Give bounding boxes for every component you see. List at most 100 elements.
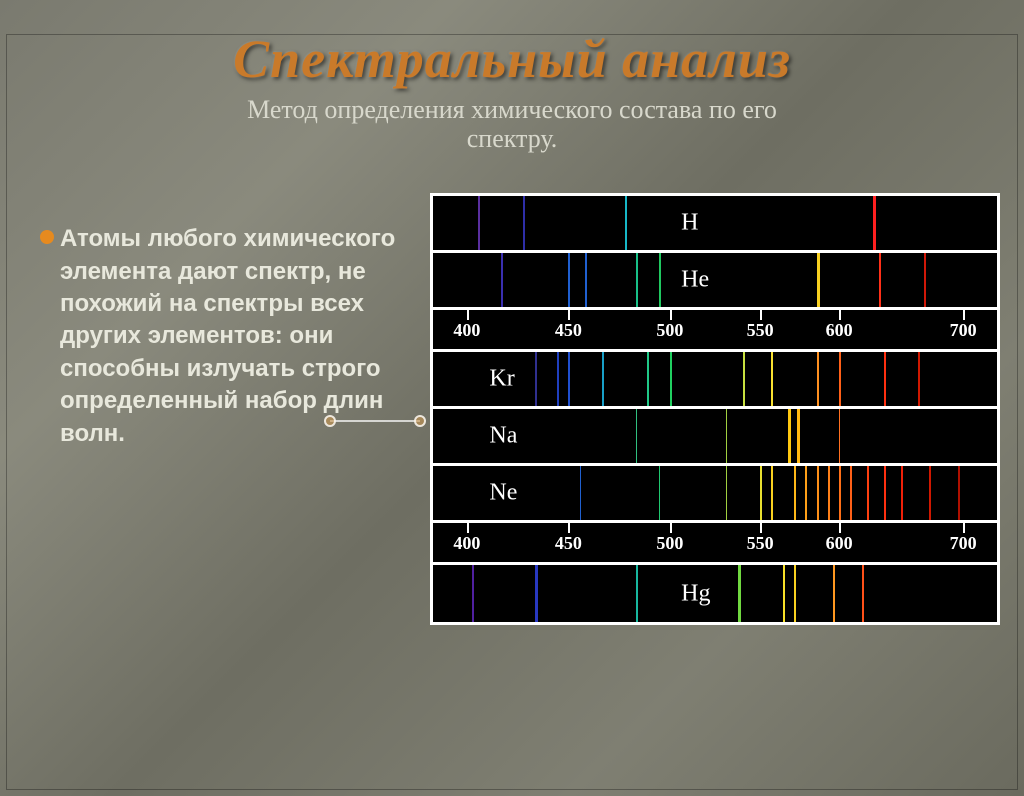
spectral-line <box>738 565 741 622</box>
spectral-line <box>850 466 852 520</box>
spectral-line <box>636 409 637 463</box>
axis-tick <box>670 310 672 320</box>
spectral-line <box>839 409 840 463</box>
axis-tick-label: 550 <box>747 533 774 554</box>
element-label-he: He <box>681 267 709 294</box>
spectrum-row-h: H <box>433 196 997 253</box>
spectral-line <box>867 466 869 520</box>
spectral-line <box>472 565 474 622</box>
spectrum-row-kr: Kr <box>433 352 997 409</box>
callout-connector <box>330 420 420 422</box>
axis-tick-label: 700 <box>950 320 977 341</box>
bullet-item: Атомы любого химического элемента дают с… <box>40 223 420 450</box>
axis-tick-label: 700 <box>950 533 977 554</box>
spectral-line <box>535 565 538 622</box>
spectral-line <box>647 352 649 406</box>
spectral-line <box>929 466 931 520</box>
spectral-line <box>726 409 727 463</box>
spectral-line <box>602 352 604 406</box>
content-row: Атомы любого химического элемента дают с… <box>0 193 1024 625</box>
spectral-line <box>535 352 537 406</box>
spectral-line <box>817 253 820 307</box>
spectral-line <box>557 352 559 406</box>
axis-tick <box>839 310 841 320</box>
spectral-line <box>659 466 660 520</box>
axis-tick <box>963 523 965 533</box>
spectral-line <box>501 253 503 307</box>
spectral-line <box>918 352 920 406</box>
spectral-line <box>817 352 819 406</box>
axis-tick <box>963 310 965 320</box>
element-label-h: H <box>681 210 698 237</box>
spectral-line <box>879 253 881 307</box>
spectral-line <box>585 253 587 307</box>
spectral-line <box>659 253 661 307</box>
page-title: Спектральный анализ <box>0 28 1024 90</box>
spectral-line <box>794 565 796 622</box>
spectral-line <box>760 466 762 520</box>
axis-tick <box>467 310 469 320</box>
element-label-kr: Kr <box>489 366 514 393</box>
axis-tick-label: 400 <box>453 533 480 554</box>
spectral-line <box>771 466 773 520</box>
axis-tick-label: 600 <box>826 320 853 341</box>
left-column: Атомы любого химического элемента дают с… <box>40 193 420 625</box>
spectral-line <box>958 466 960 520</box>
axis-tick-label: 450 <box>555 320 582 341</box>
spectral-line <box>862 565 864 622</box>
axis-tick-label: 500 <box>656 320 683 341</box>
axis-tick <box>467 523 469 533</box>
spectral-line <box>670 352 672 406</box>
axis-tick <box>670 523 672 533</box>
axis-tick-label: 450 <box>555 533 582 554</box>
spectrum-row-ne: Ne <box>433 466 997 523</box>
spectral-line <box>788 409 791 463</box>
subtitle-line-2: спектру. <box>467 124 558 153</box>
wavelength-axis: 400 450 500 550 600 700 <box>433 523 997 565</box>
spectral-line <box>478 196 480 250</box>
axis-tick <box>760 523 762 533</box>
spectral-line <box>924 253 926 307</box>
spectral-line <box>805 466 807 520</box>
spectral-line <box>817 466 819 520</box>
axis-tick-label: 600 <box>826 533 853 554</box>
subtitle-line-1: Метод определения химического состава по… <box>247 95 777 124</box>
spectral-line <box>625 196 627 250</box>
element-label-ne: Ne <box>489 480 517 507</box>
spectral-line <box>828 466 830 520</box>
element-label-na: Na <box>489 423 517 450</box>
axis-tick <box>568 310 570 320</box>
axis-tick-label: 400 <box>453 320 480 341</box>
spectral-line <box>726 466 727 520</box>
axis-tick <box>839 523 841 533</box>
spectral-line <box>839 466 841 520</box>
body-text: Атомы любого химического элемента дают с… <box>60 223 420 450</box>
spectral-line <box>884 466 886 520</box>
spectral-line <box>794 466 796 520</box>
spectral-line <box>743 352 745 406</box>
axis-tick-label: 550 <box>747 320 774 341</box>
spectrum-row-hg: Hg <box>433 565 997 622</box>
spectral-line <box>771 352 773 406</box>
spectral-line <box>636 253 638 307</box>
spectral-line <box>833 565 835 622</box>
spectrum-row-he: He <box>433 253 997 310</box>
axis-tick <box>760 310 762 320</box>
element-label-hg: Hg <box>681 580 710 607</box>
axis-tick-label: 500 <box>656 533 683 554</box>
spectral-line <box>884 352 886 406</box>
spectral-line <box>783 565 785 622</box>
spectral-line <box>580 466 581 520</box>
spectral-line <box>636 565 638 622</box>
spectral-line <box>568 352 570 406</box>
wavelength-axis: 400 450 500 550 600 700 <box>433 310 997 352</box>
bullet-icon <box>40 230 54 244</box>
axis-tick <box>568 523 570 533</box>
spectral-line <box>568 253 570 307</box>
spectral-line <box>839 352 841 406</box>
spectral-line <box>523 196 525 250</box>
spectral-line <box>797 409 800 463</box>
spectral-line <box>873 196 876 250</box>
spectral-line <box>901 466 903 520</box>
subtitle: Метод определения химического состава по… <box>0 96 1024 153</box>
